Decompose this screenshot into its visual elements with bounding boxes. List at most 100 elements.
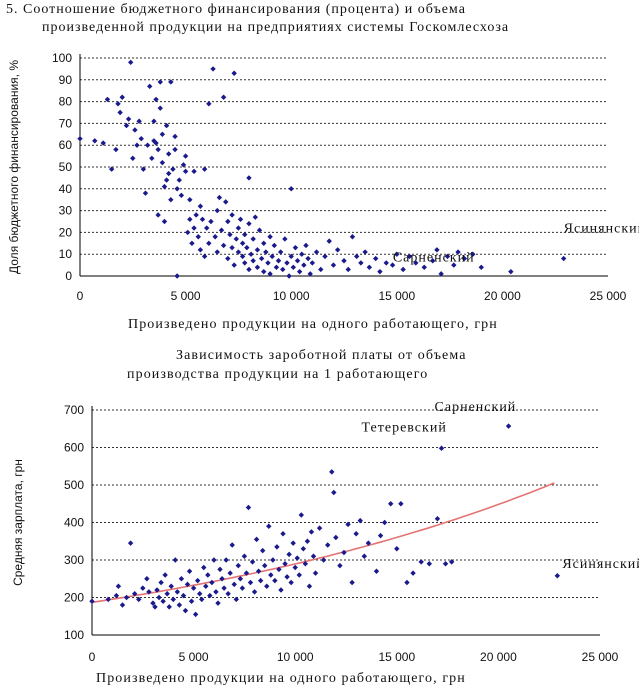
chart1-data-point bbox=[267, 234, 273, 240]
chart2-data-point bbox=[331, 489, 337, 496]
chart1-data-point bbox=[168, 197, 174, 203]
chart2-data-point bbox=[306, 583, 313, 589]
chart1-data-point bbox=[159, 131, 166, 137]
chart2-data-point bbox=[235, 562, 242, 569]
chart1-data-point bbox=[461, 255, 468, 262]
chart1-data-point bbox=[250, 258, 256, 264]
chart2-x-tick-label: 10 000 bbox=[277, 650, 314, 664]
chart1-data-point bbox=[180, 162, 187, 168]
chart1-data-point bbox=[303, 242, 309, 249]
chart2-data-point bbox=[123, 594, 130, 601]
chart1-data-point bbox=[146, 83, 153, 90]
chart1-data-point bbox=[400, 266, 406, 273]
chart1-data-point bbox=[157, 79, 163, 85]
chart2-data-point bbox=[349, 579, 355, 586]
chart1-data-point bbox=[286, 273, 292, 279]
chart1-data-point bbox=[231, 70, 237, 76]
chart1-data-point bbox=[157, 105, 163, 111]
chart1-data-point bbox=[199, 216, 206, 223]
chart2-data-point bbox=[241, 553, 248, 559]
chart2-data-point bbox=[209, 579, 215, 586]
chart2-data-point bbox=[381, 519, 388, 526]
chart1-data-point bbox=[174, 273, 180, 279]
chart1-data-point bbox=[138, 135, 144, 142]
chart2-x-tick-label: 25 000 bbox=[582, 650, 619, 664]
chart1-data-point bbox=[155, 146, 161, 153]
chart1-data-point bbox=[225, 218, 231, 225]
chart2-data-point bbox=[170, 596, 176, 603]
chart1-x-axis-label: Произведено продукции на одного работающ… bbox=[128, 317, 498, 332]
chart2-y-tick-label: 300 bbox=[64, 553, 84, 567]
chart1-y-tick-label: 60 bbox=[59, 138, 73, 152]
chart2-data-point bbox=[150, 600, 156, 606]
chart2-data-point bbox=[233, 596, 239, 603]
chart2-data-point bbox=[227, 570, 233, 576]
chart1-data-point bbox=[288, 253, 294, 260]
chart2-data-point bbox=[249, 559, 256, 565]
chart1-data-point bbox=[349, 234, 356, 240]
chart2-data-point bbox=[203, 583, 209, 589]
chart1-data-point bbox=[168, 79, 174, 85]
chart1-data-point bbox=[142, 190, 149, 196]
chart2-data-point bbox=[302, 561, 309, 567]
chart2-data-point bbox=[292, 564, 298, 571]
chart2-data-point bbox=[262, 562, 268, 569]
chart1-data-point bbox=[92, 138, 98, 144]
chart2-data-point bbox=[152, 604, 158, 610]
chart1-data-point bbox=[235, 225, 242, 231]
chart2-data-point bbox=[418, 559, 424, 565]
chart1-data-point bbox=[244, 244, 250, 251]
chart2-title-line1: Зависимость зароботной платы от объема bbox=[176, 348, 467, 363]
chart1-data-point bbox=[153, 96, 159, 103]
chart2-data-point bbox=[164, 591, 170, 597]
chart2-data-point bbox=[264, 583, 270, 589]
chart2-title-line2: производства продукции на 1 работающего bbox=[127, 367, 429, 382]
chart2-data-point bbox=[259, 547, 266, 554]
chart2-annotation: Сарненский bbox=[435, 400, 517, 415]
chart1-data-point bbox=[151, 118, 157, 124]
chart1-data-point bbox=[227, 231, 233, 238]
chart1-data-point bbox=[271, 242, 278, 249]
chart1-data-point bbox=[235, 249, 242, 255]
chart1-x-tick-label: 10 000 bbox=[273, 289, 310, 303]
chart1-data-point bbox=[166, 151, 172, 157]
chart1-data-point bbox=[163, 177, 170, 183]
chart1-data-point bbox=[208, 218, 214, 225]
chart2-data-point bbox=[172, 557, 179, 563]
chart2-data-point bbox=[410, 570, 416, 576]
chart2-data-point bbox=[168, 583, 174, 589]
chart1-data-point bbox=[191, 225, 197, 231]
chart1-data-point bbox=[261, 240, 267, 246]
chart1-data-point bbox=[140, 166, 147, 172]
chart1-data-point bbox=[214, 207, 220, 214]
chart1-data-point bbox=[187, 197, 193, 203]
chart1-data-point bbox=[239, 253, 246, 260]
chart2-data-point bbox=[194, 577, 201, 584]
chart1-data-point bbox=[478, 264, 484, 270]
chart2-data-point bbox=[243, 570, 250, 576]
chart1-data-point bbox=[334, 247, 341, 253]
chart1-data-point bbox=[149, 155, 155, 161]
chart1-data-point bbox=[318, 266, 324, 273]
chart2-y-tick-label: 700 bbox=[64, 403, 84, 417]
chart1-data-point bbox=[242, 231, 248, 238]
chart1-y-tick-label: 30 bbox=[59, 204, 73, 218]
chart2-data-point bbox=[180, 592, 187, 599]
chart1-data-point bbox=[229, 244, 235, 251]
chart1-data-point bbox=[100, 140, 106, 146]
chart2-annotation: Ясинянский bbox=[562, 557, 639, 572]
chart1-data-point bbox=[206, 101, 212, 107]
chart1-data-point bbox=[263, 249, 269, 255]
chart1-data-point bbox=[394, 251, 400, 257]
chart2-data-point bbox=[290, 540, 296, 546]
chart1-y-tick-label: 50 bbox=[59, 160, 73, 174]
chart1-data-point bbox=[258, 255, 265, 262]
chart2-y-tick-label: 600 bbox=[64, 441, 84, 455]
chart1-data-point bbox=[444, 253, 451, 260]
chart1-annotation: Сарненский bbox=[393, 251, 475, 266]
chart1-data-point bbox=[115, 101, 121, 107]
chart2-data-point bbox=[361, 553, 367, 559]
chart1-data-point bbox=[130, 155, 136, 161]
chart1-data-point bbox=[341, 258, 347, 264]
chart1-data-point bbox=[299, 251, 305, 257]
